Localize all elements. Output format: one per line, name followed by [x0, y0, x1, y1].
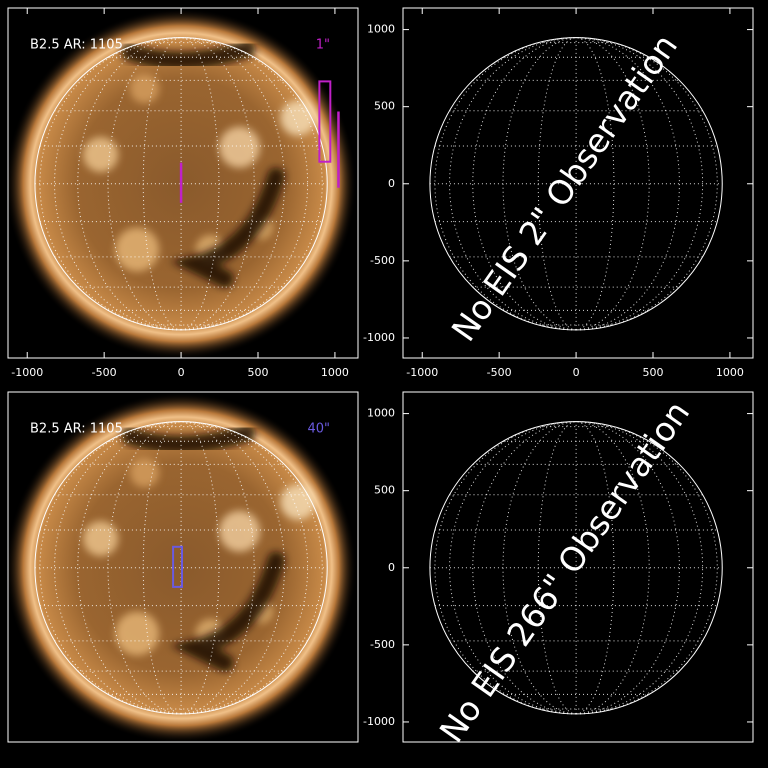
y-tick-label: 0 — [388, 177, 395, 190]
bright-region — [83, 137, 119, 173]
x-tick-label: -500 — [92, 366, 117, 379]
limb — [429, 421, 723, 715]
longitude-line — [77, 37, 182, 331]
longitude-line — [472, 37, 577, 331]
heliographic-grid — [34, 421, 328, 715]
x-tick-label: 1000 — [321, 366, 349, 379]
coronal-hole — [121, 424, 256, 454]
longitude-line — [181, 421, 255, 715]
y-tick-label: 0 — [388, 561, 395, 574]
y-tick-label: -1000 — [363, 715, 395, 728]
longitude-line — [537, 421, 577, 715]
bright-region — [280, 100, 316, 136]
fov-label: 40" — [307, 422, 330, 437]
bright-region — [280, 484, 316, 520]
longitude-line — [576, 37, 615, 331]
longitude-line — [502, 421, 577, 715]
longitude-line — [77, 421, 182, 715]
longitude-line — [181, 421, 220, 715]
frame — [7, 7, 359, 359]
y-tick-label: -1000 — [363, 331, 395, 344]
bright-region — [219, 126, 260, 168]
x-tick-label: 1000 — [716, 366, 744, 379]
frame — [402, 7, 754, 359]
y-tick-label: 1000 — [367, 407, 395, 420]
longitude-line — [576, 37, 650, 331]
limb — [34, 37, 328, 331]
image-label: B2.5 AR: 1105 — [30, 422, 123, 437]
image-label: B2.5 AR: 1105 — [30, 38, 123, 53]
longitude-line — [576, 421, 650, 715]
coronal-hole — [170, 551, 285, 672]
heliographic-grid — [429, 37, 723, 331]
x-tick-label: -500 — [487, 366, 512, 379]
bright-region — [115, 227, 160, 272]
longitude-line — [142, 421, 182, 715]
longitude-line — [181, 37, 220, 331]
heliographic-grid — [34, 37, 328, 331]
longitude-line — [576, 421, 615, 715]
panel — [8, 392, 357, 742]
longitude-line — [181, 37, 255, 331]
x-tick-label: -1000 — [406, 366, 438, 379]
bright-region — [129, 74, 160, 104]
fov-label: 1" — [316, 38, 330, 53]
bright-region — [115, 611, 160, 656]
bright-region — [129, 458, 160, 488]
longitude-line — [502, 37, 577, 331]
x-tick-label: 0 — [573, 366, 580, 379]
annotation: No EIS 2" Observation — [444, 27, 685, 348]
bright-region — [83, 521, 119, 557]
coronal-hole — [121, 40, 256, 70]
fov-box — [318, 80, 332, 163]
longitude-line — [576, 37, 680, 331]
longitude-line — [142, 37, 182, 331]
y-tick-label: 500 — [374, 484, 395, 497]
panel — [8, 8, 357, 358]
x-tick-label: -1000 — [11, 366, 43, 379]
frame — [7, 391, 359, 743]
longitude-line — [181, 37, 285, 331]
limb — [34, 421, 328, 715]
annotation: No EIS 266" Observation — [432, 394, 697, 750]
x-tick-label: 500 — [643, 366, 664, 379]
heliographic-grid — [429, 421, 723, 715]
y-tick-label: -500 — [370, 254, 395, 267]
longitude-line — [537, 37, 577, 331]
limb — [429, 37, 723, 331]
longitude-line — [576, 421, 680, 715]
longitude-line — [181, 421, 285, 715]
bright-region — [219, 510, 260, 552]
longitude-line — [472, 421, 577, 715]
y-tick-label: 1000 — [367, 23, 395, 36]
panel — [429, 37, 723, 331]
frame — [402, 391, 754, 743]
y-tick-label: 500 — [374, 100, 395, 113]
longitude-line — [107, 421, 182, 715]
coronal-hole — [170, 167, 285, 288]
x-tick-label: 0 — [178, 366, 185, 379]
x-tick-label: 500 — [248, 366, 269, 379]
fov-box — [172, 545, 183, 588]
y-tick-label: -500 — [370, 638, 395, 651]
longitude-line — [107, 37, 182, 331]
panel — [429, 421, 723, 715]
